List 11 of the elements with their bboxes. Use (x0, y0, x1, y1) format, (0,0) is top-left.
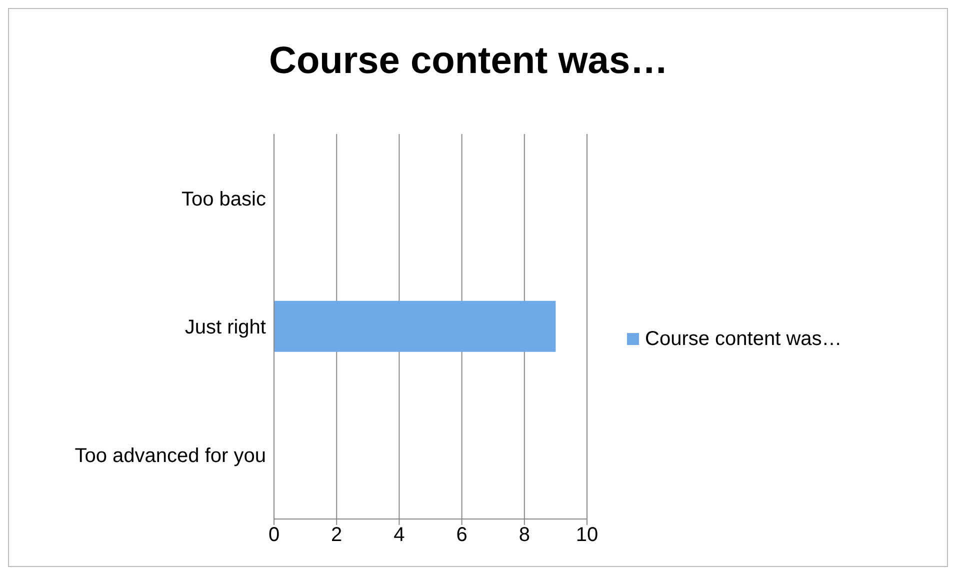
x-tick-label: 10 (576, 524, 598, 546)
x-tick-label: 4 (394, 524, 405, 546)
chart-title: Course content was… (268, 39, 670, 84)
y-tick-label: Too basic (182, 188, 266, 210)
x-tick-label: 2 (331, 524, 342, 546)
y-tick-label: Just right (184, 316, 266, 339)
x-tick-label: 0 (268, 524, 280, 546)
y-tick-label: Too advanced for you (74, 444, 266, 467)
legend-label: Course content was… (645, 328, 842, 350)
x-tick-label: 6 (456, 524, 468, 546)
x-tick-label: 8 (518, 524, 530, 546)
